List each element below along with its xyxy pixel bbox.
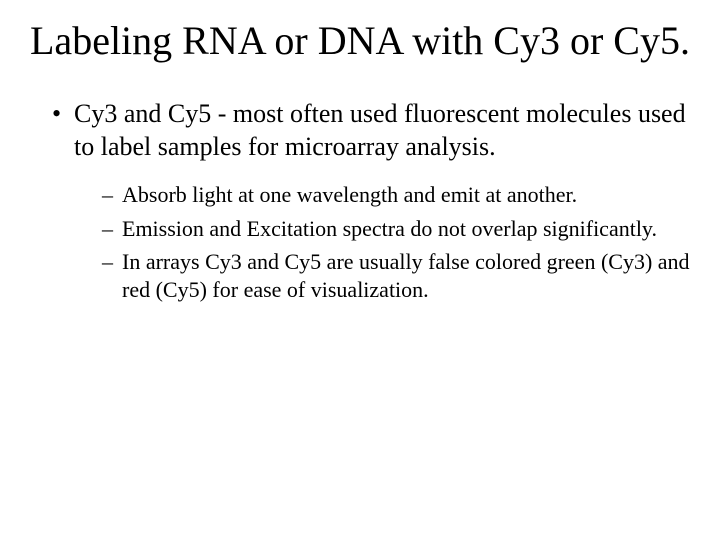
slide: Labeling RNA or DNA with Cy3 or Cy5. • C…	[0, 0, 720, 540]
bullet-marker: •	[52, 98, 74, 163]
list-item: – In arrays Cy3 and Cy5 are usually fals…	[102, 248, 690, 303]
dash-marker: –	[102, 215, 122, 243]
dash-marker: –	[102, 248, 122, 303]
sub-bullet-text: Absorb light at one wavelength and emit …	[122, 181, 690, 209]
list-item: • Cy3 and Cy5 - most often used fluoresc…	[52, 98, 690, 163]
page-title: Labeling RNA or DNA with Cy3 or Cy5.	[30, 18, 690, 64]
list-item: – Absorb light at one wavelength and emi…	[102, 181, 690, 209]
bullet-text: Cy3 and Cy5 - most often used fluorescen…	[74, 98, 690, 163]
sub-bullet-text: In arrays Cy3 and Cy5 are usually false …	[122, 248, 690, 303]
sub-bullet-text: Emission and Excitation spectra do not o…	[122, 215, 690, 243]
list-item: – Emission and Excitation spectra do not…	[102, 215, 690, 243]
dash-marker: –	[102, 181, 122, 209]
